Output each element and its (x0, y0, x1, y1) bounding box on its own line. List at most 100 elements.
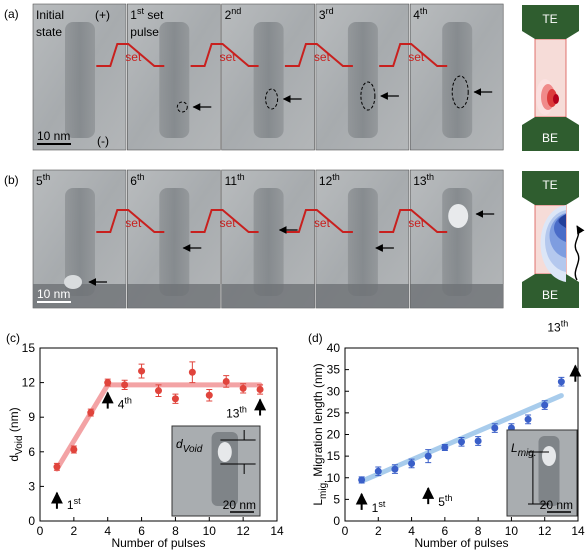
pillar (253, 188, 284, 296)
data-point (138, 367, 146, 375)
y-tick-label: 6 (28, 445, 35, 459)
frame-label: 2nd (225, 6, 242, 22)
x-tick-label: 8 (475, 524, 482, 538)
frame-label: 5th (36, 172, 50, 188)
x-tick-label: 6 (442, 524, 449, 538)
scale-label: 10 nm (37, 129, 70, 143)
panel-label: (c) (6, 331, 20, 345)
text-part: 1 (67, 498, 74, 512)
set-label: set (125, 216, 142, 230)
text-part: st (378, 499, 386, 509)
y-tick-label: 25 (327, 406, 341, 420)
y-tick-label: 9 (28, 410, 35, 424)
x-tick-label: 6 (138, 524, 145, 538)
y-tick-label: 15 (327, 449, 341, 463)
void-outline (451, 75, 469, 109)
y-tick-label: 15 (22, 341, 36, 355)
pillar (159, 22, 190, 138)
annotation: 4th (118, 396, 132, 412)
set-label: set (220, 216, 237, 230)
y-axis-label: dVoid (nm) (7, 407, 25, 461)
text-part: state (36, 25, 62, 39)
text-part: L (511, 441, 518, 455)
te-label: TE (542, 12, 557, 26)
text-part: Void (14, 435, 25, 454)
data-point (441, 443, 449, 451)
set-pulse (284, 209, 353, 233)
text-part: nd (231, 6, 241, 16)
text-part: 3 (319, 8, 326, 22)
text-part: rd (326, 6, 334, 16)
data-point (474, 437, 482, 445)
substrate (33, 284, 126, 308)
device-schematic: TE BE (522, 5, 579, 151)
data-point (374, 467, 382, 475)
inset-scale-label: 20 nm (540, 498, 573, 512)
text-part: th (237, 172, 245, 182)
annotation: 5th (438, 493, 452, 509)
panel-label: (d) (308, 331, 323, 345)
x-tick-label: 0 (37, 524, 44, 538)
data-point (391, 465, 399, 473)
annotation: 13th (226, 405, 247, 421)
data-point (87, 409, 95, 417)
be-label: BE (542, 288, 558, 302)
scale-label: 10 nm (37, 287, 70, 301)
frame-label: 6th (130, 172, 144, 188)
bottom-electrode (522, 274, 579, 308)
text-part: 11 (225, 174, 238, 188)
set-label: set (125, 50, 142, 64)
set-label: set (408, 50, 425, 64)
data-point (205, 391, 213, 399)
text-part: Migration length (nm) (311, 363, 325, 480)
pillar (442, 22, 473, 138)
x-tick-label: 12 (236, 524, 250, 538)
y-tick-label: 12 (22, 376, 36, 390)
data-point (70, 445, 78, 453)
y-tick-label: 3 (28, 479, 35, 493)
set-pulse (190, 43, 259, 67)
migration-arrow (574, 225, 585, 281)
y-tick-label: 30 (327, 384, 341, 398)
data-point (408, 459, 416, 467)
text-part: 13 (226, 407, 240, 421)
data-point (171, 395, 179, 403)
te-label: TE (542, 178, 557, 192)
migration-layer (558, 214, 566, 228)
text-part: th (43, 172, 51, 182)
be-label: BE (542, 131, 558, 145)
text-part: st (137, 6, 145, 16)
y-tick-label: 40 (327, 341, 341, 355)
x-tick-label: 14 (270, 524, 284, 538)
data-point (104, 379, 112, 387)
text-part: th (239, 405, 247, 415)
x-tick-label: 12 (538, 524, 552, 538)
text-part: 1 (372, 501, 379, 515)
text-part: th (137, 172, 145, 182)
frame-label: 11th (225, 172, 245, 188)
x-axis-label: Number of pulses (414, 536, 508, 550)
x-tick-label: 14 (571, 524, 585, 538)
frame-label: 1st set (130, 6, 164, 22)
data-point (424, 452, 432, 460)
annotation: 1st (372, 499, 386, 515)
text-part: 13 (547, 321, 561, 335)
data-point (121, 381, 129, 389)
set-pulse (379, 43, 448, 67)
inset-label: dVoid (176, 437, 203, 455)
y-tick-label: 5 (333, 492, 340, 506)
void-region (553, 94, 559, 104)
data-point (239, 384, 247, 392)
inset-label: Lmig. (511, 441, 537, 459)
substrate (127, 284, 221, 308)
text-part: th (445, 493, 453, 503)
text-part: 1 (130, 8, 137, 22)
substrate (221, 284, 315, 308)
top-electrode (522, 5, 579, 39)
y-tick-label: 35 (327, 363, 341, 377)
pillar (347, 22, 378, 138)
inset-void (542, 446, 556, 466)
text-part: th (332, 172, 340, 182)
void-region (64, 275, 82, 289)
x-tick-label: 2 (71, 524, 78, 538)
